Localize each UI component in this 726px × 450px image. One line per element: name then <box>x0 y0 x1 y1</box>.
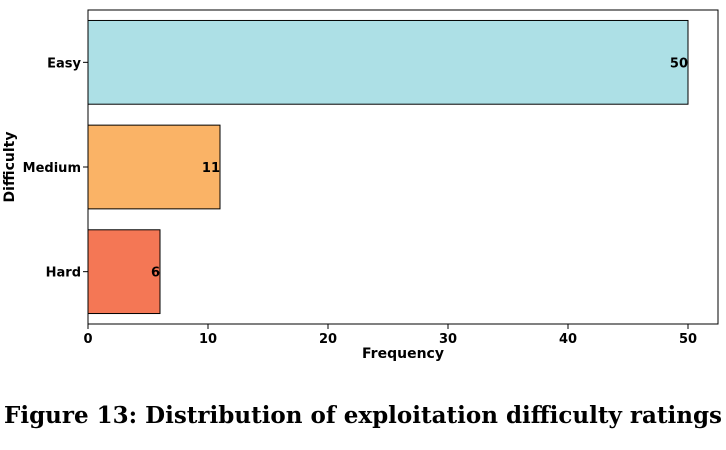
y-tick-label-medium: Medium <box>23 161 81 176</box>
y-tick-label-easy: Easy <box>47 56 81 71</box>
bars-group <box>87 19 689 315</box>
bar-hard <box>87 229 161 315</box>
value-label-medium: 11 <box>202 161 220 176</box>
x-tick-label-20: 20 <box>319 332 337 347</box>
x-tick-label-0: 0 <box>83 332 92 347</box>
x-ticks: 0 10 20 30 40 50 <box>83 324 697 347</box>
bar-medium <box>87 124 221 210</box>
figure-caption: Figure 13: Distribution of exploitation … <box>4 402 722 429</box>
x-tick-label-40: 40 <box>559 332 577 347</box>
bar-easy <box>87 19 689 105</box>
value-label-easy: 50 <box>670 56 688 71</box>
x-tick-label-50: 50 <box>679 332 697 347</box>
plot-frame <box>87 9 719 325</box>
x-axis-label: Frequency <box>362 346 444 362</box>
x-tick-label-30: 30 <box>439 332 457 347</box>
bar-value-labels: 50 11 6 <box>151 56 688 280</box>
bar-chart: Easy Medium Hard 0 10 20 30 40 50 50 11 6 Frequen… <box>2 9 719 362</box>
y-tick-labels: Easy Medium Hard <box>23 56 88 281</box>
x-tick-label-10: 10 <box>199 332 217 347</box>
value-label-hard: 6 <box>151 266 160 281</box>
y-axis-label: Difficulty <box>2 132 18 203</box>
y-tick-label-hard: Hard <box>46 266 81 281</box>
